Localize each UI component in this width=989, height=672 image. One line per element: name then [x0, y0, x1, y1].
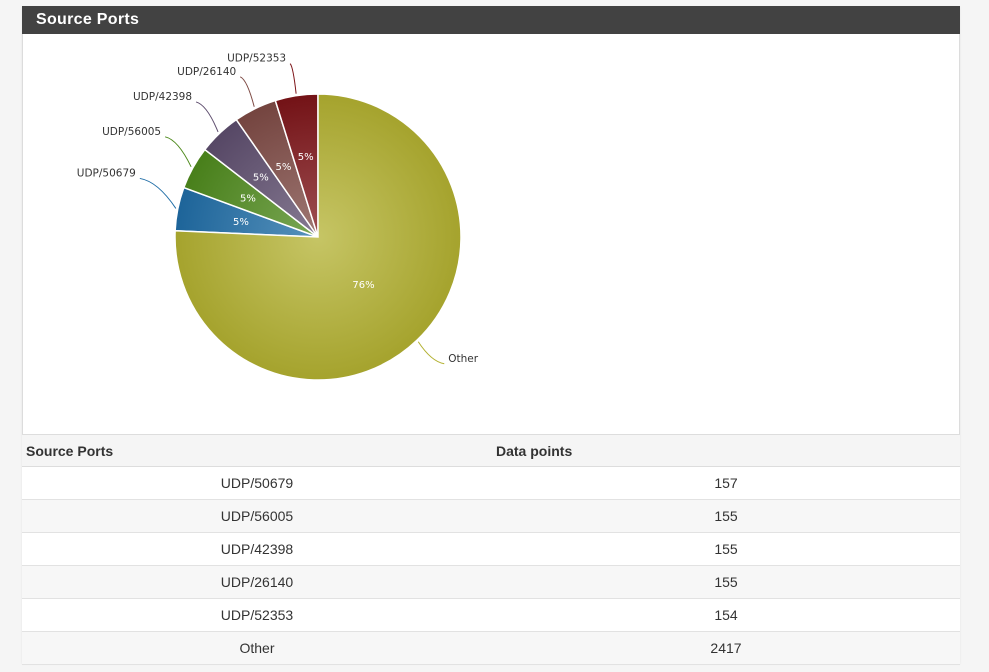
cell-port: UDP/56005	[22, 499, 492, 533]
pie-chart: 5% 5% 5% 5% 5% 76% UDP/50679 UDP/56005 UDP/4239…	[77, 53, 479, 381]
cell-count: 2417	[492, 631, 960, 665]
pie-percent-label: 5%	[240, 194, 256, 205]
pie-chart-area: 5% 5% 5% 5% 5% 76% UDP/50679 UDP/56005 UDP/4239…	[23, 34, 959, 435]
cell-count: 155	[492, 499, 960, 533]
cell-port: UDP/42398	[22, 532, 492, 566]
cell-port: UDP/52353	[22, 598, 492, 632]
pie-slice[interactable]	[174, 93, 462, 381]
pie-outer-label: UDP/56005	[102, 126, 161, 138]
source-ports-table: Source Ports Data points UDP/50679 157 U…	[22, 434, 960, 665]
pie-outer-label: Other	[448, 353, 478, 365]
cell-count: 154	[492, 598, 960, 632]
table-row: UDP/42398 155	[22, 532, 960, 566]
cell-count: 157	[492, 466, 960, 500]
pie-percent-labels: 5% 5% 5% 5% 5% 76%	[233, 152, 375, 291]
table-row: Other 2417	[22, 631, 960, 665]
table-row: UDP/50679 157	[22, 466, 960, 500]
pie-outer-label: UDP/26140	[177, 66, 236, 78]
table-row: UDP/26140 155	[22, 565, 960, 599]
pie-percent-label: 5%	[275, 162, 291, 173]
pie-percent-label: 5%	[298, 152, 314, 163]
pie-outer-labels: UDP/50679 UDP/56005 UDP/42398 UDP/26140UDP/…	[77, 53, 479, 365]
header-source-ports: Source Ports	[22, 434, 492, 467]
header-data-points: Data points	[492, 434, 960, 467]
pie-outer-label: UDP/52353	[227, 53, 286, 65]
pie-percent-label: 5%	[233, 217, 249, 228]
pie-leader-line	[164, 136, 192, 168]
cell-port: Other	[22, 631, 492, 665]
cell-port: UDP/26140	[22, 565, 492, 599]
cell-port: UDP/50679	[22, 466, 492, 500]
pie-leader-line	[239, 76, 255, 107]
table-header-row: Source Ports Data points	[22, 434, 960, 467]
pie-leader-line	[417, 341, 445, 365]
source-ports-panel: Source Ports 5% 5% 5% 5% 5% 76% UDP/50679 UDP/…	[22, 6, 960, 665]
cell-count: 155	[492, 532, 960, 566]
pie-leader-line	[195, 101, 219, 133]
pie-percent-label: 76%	[352, 280, 374, 291]
cell-count: 155	[492, 565, 960, 599]
pie-leader-line	[289, 63, 297, 94]
panel-title: Source Ports	[22, 6, 960, 34]
table-row: UDP/52353 154	[22, 598, 960, 632]
pie-outer-label: UDP/42398	[133, 91, 192, 103]
pie-outer-label: UDP/50679	[77, 167, 136, 179]
table-row: UDP/56005 155	[22, 499, 960, 533]
pie-slices	[174, 93, 462, 381]
pie-percent-label: 5%	[253, 172, 269, 183]
pie-leader-line	[139, 177, 177, 209]
